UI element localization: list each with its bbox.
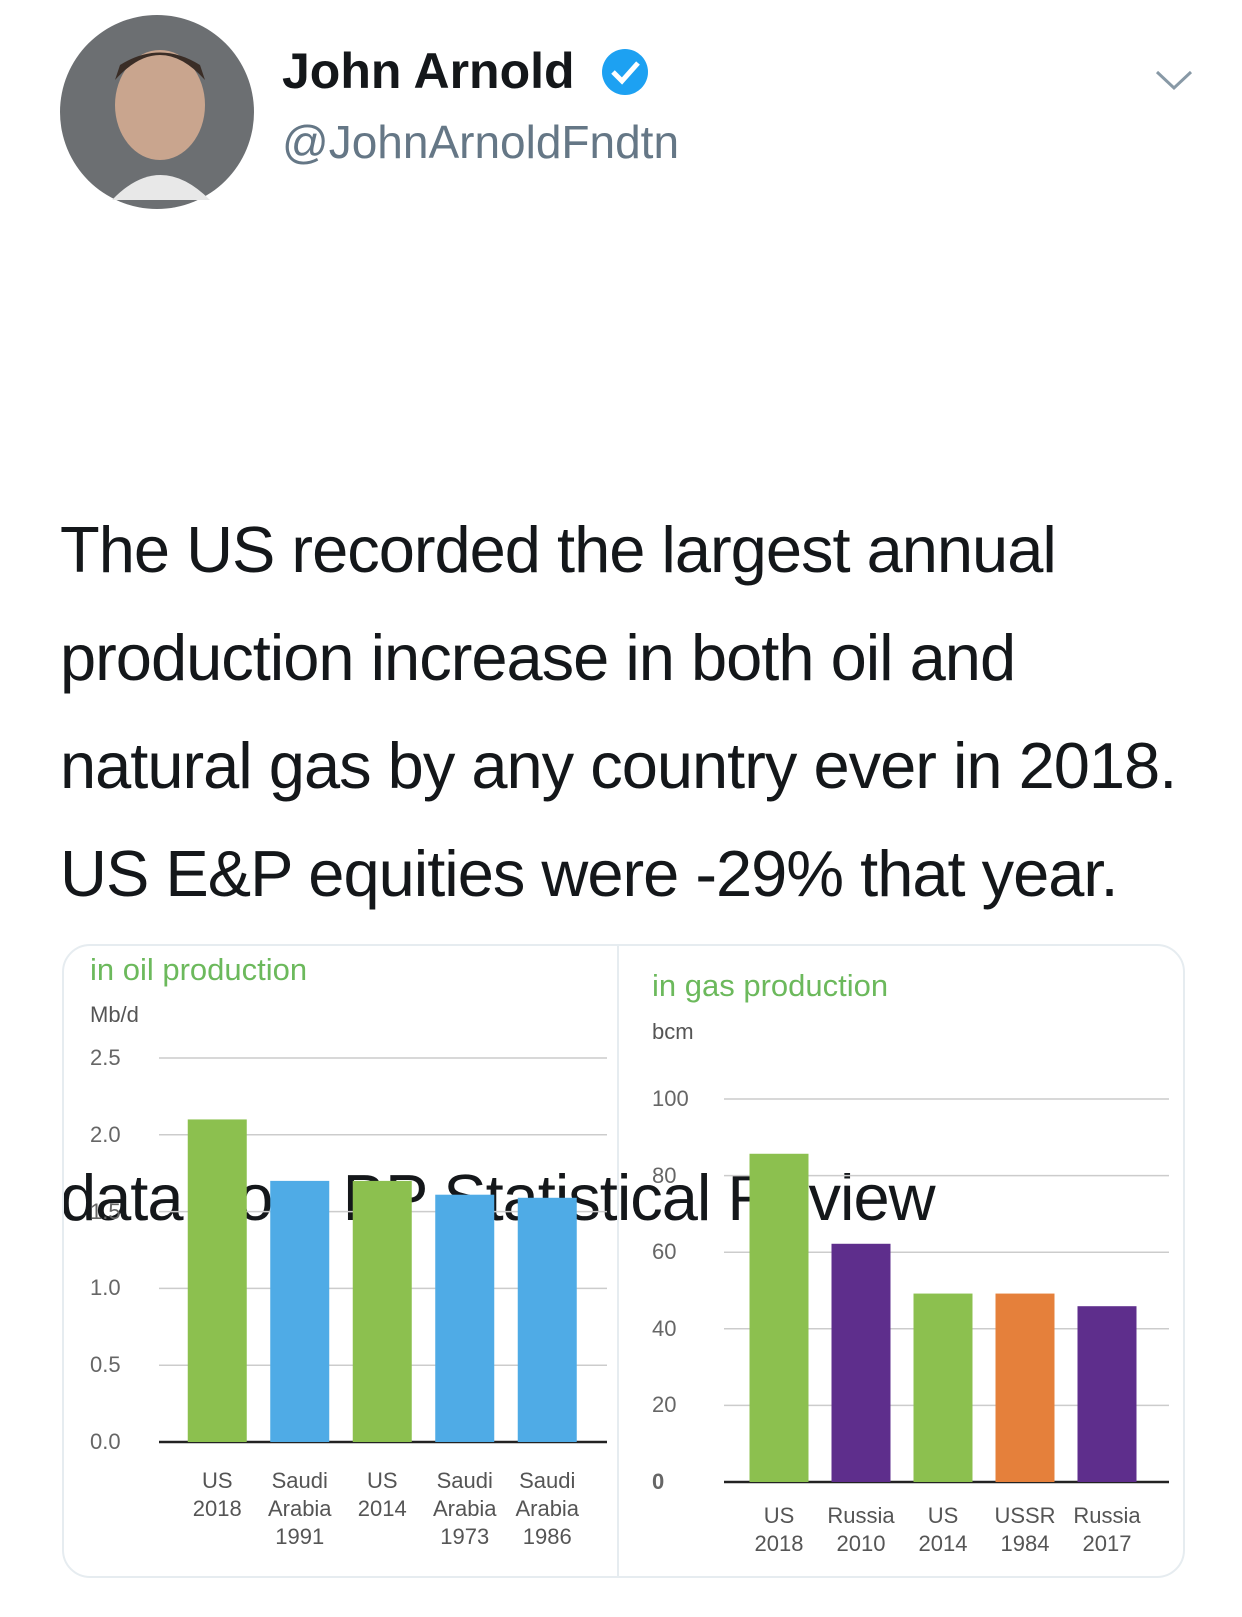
y-tick-label: 60 — [652, 1239, 677, 1265]
bar — [749, 1153, 809, 1482]
x-tick-label: US 2014 — [918, 1503, 968, 1556]
bar — [435, 1194, 495, 1442]
bar — [831, 1243, 891, 1482]
y-tick-label: 0.0 — [90, 1429, 121, 1454]
user-name[interactable]: John Arnold — [282, 43, 575, 99]
tweet-paragraph: The US recorded the largest annual produ… — [60, 513, 1211, 910]
bar — [352, 1180, 412, 1442]
chart-title: in gas production — [652, 968, 889, 1003]
avatar-hair — [115, 52, 205, 80]
x-tick-label: USSR 1984 — [994, 1503, 1056, 1556]
y-tick-label: 80 — [652, 1162, 677, 1188]
bar — [187, 1119, 247, 1442]
x-tick-label: Saudi Arabia 1991 — [267, 1468, 332, 1549]
avatar-face — [115, 50, 205, 160]
unit-label: Mb/d — [90, 1002, 139, 1027]
y-tick-label: 0.5 — [90, 1352, 121, 1378]
menu-chevron[interactable] — [1155, 70, 1193, 91]
media-card[interactable]: in oil production Mb/d 0.0 0.5 1.0 1.5 2.0 2.5 U… — [62, 944, 1185, 1578]
charts — [159, 946, 1169, 1576]
y-tick-label: 2.0 — [90, 1121, 121, 1147]
verified-check — [611, 61, 640, 85]
y-tick-label: 20 — [652, 1392, 677, 1418]
y-tick-label: 1.0 — [90, 1275, 121, 1301]
tweet-text: The US recorded the largest annual produ… — [60, 280, 1210, 1468]
verified-badge — [602, 49, 648, 95]
x-tick-label: Russia 2010 — [827, 1503, 895, 1556]
bar — [995, 1293, 1055, 1482]
x-tick-label: US 2018 — [754, 1503, 804, 1556]
bar — [1077, 1306, 1137, 1482]
bar — [270, 1180, 330, 1442]
y-tick-label: 40 — [652, 1315, 677, 1341]
y-tick-label: 1.5 — [90, 1198, 121, 1224]
bar — [517, 1197, 577, 1442]
x-tick-label: US 2014 — [357, 1468, 407, 1521]
unit-label: bcm — [652, 1019, 694, 1044]
x-tick-label: Saudi Arabia 1986 — [515, 1468, 580, 1549]
x-tick-label: US 2018 — [192, 1468, 242, 1521]
y-tick-label: 100 — [652, 1086, 689, 1111]
x-tick-label: Russia 2017 — [1073, 1503, 1141, 1556]
x-tick-label: Saudi Arabia 1973 — [432, 1468, 497, 1549]
user-handle[interactable]: @JohnArnoldFndtn — [282, 116, 680, 168]
avatar-shirt — [112, 175, 210, 200]
chart-title: in oil production — [90, 952, 308, 987]
y-tick-label: 0 — [652, 1469, 665, 1494]
bar — [913, 1293, 973, 1482]
y-tick-label: 2.5 — [90, 1045, 121, 1070]
header-graphics — [60, 15, 1193, 209]
